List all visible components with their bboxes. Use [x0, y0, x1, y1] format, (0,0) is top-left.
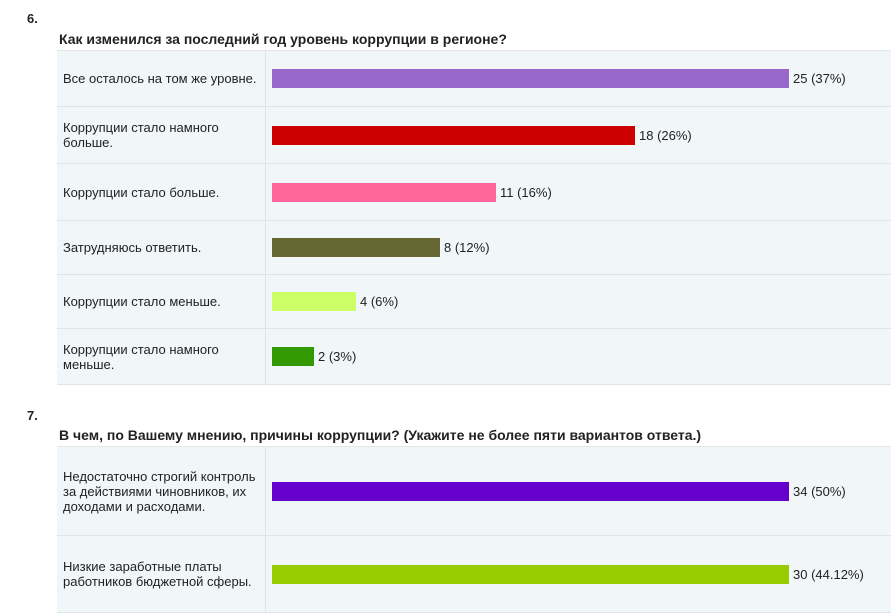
answer-bar-cell: 8 (12%): [266, 221, 891, 274]
answer-row: Коррупции стало больше. 11 (16%): [57, 164, 891, 221]
answer-value-label: 8 (12%): [444, 240, 490, 255]
answer-bar: [272, 347, 314, 366]
answer-label-cell: Коррупции стало больше.: [57, 164, 266, 220]
answer-value-label: 11 (16%): [500, 184, 552, 200]
answer-bar-cell: 30 (44.12%): [266, 536, 891, 612]
answer-label: Все осталось на том же уровне.: [63, 71, 257, 86]
answer-label-cell: Низкие заработные платы работников бюдже…: [57, 536, 266, 612]
answer-label: Затрудняюсь ответить.: [63, 240, 202, 255]
answer-row: Коррупции стало намного больше. 18 (26%): [57, 107, 891, 164]
answer-label-cell: Коррупции стало намного меньше.: [57, 329, 266, 384]
answer-value-label: 4 (6%): [360, 294, 399, 309]
answer-bar-cell: 34 (50%): [266, 447, 891, 535]
question-title: Как изменился за последний год уровень к…: [59, 31, 507, 47]
answer-value-label: 30 (44.12%): [793, 566, 864, 582]
answer-bar: [272, 564, 789, 584]
answer-bar: [272, 238, 440, 257]
answer-label: Коррупции стало намного меньше.: [63, 341, 219, 372]
answer-value-label: 25 (37%): [793, 71, 846, 86]
answer-bar: [272, 69, 789, 88]
answer-label-cell: Коррупции стало меньше.: [57, 275, 266, 328]
answer-row: Коррупции стало намного меньше. 2 (3%): [57, 329, 891, 385]
answer-bar: [272, 292, 356, 311]
question-number: 6.: [27, 11, 38, 26]
answer-label-cell: Все осталось на том же уровне.: [57, 51, 266, 106]
answer-bar-cell: 11 (16%): [266, 164, 891, 220]
question-number: 7.: [27, 408, 38, 423]
answer-bar-cell: 25 (37%): [266, 51, 891, 106]
results-table: Недостаточно строгий контроль за действи…: [57, 446, 891, 613]
answer-label: Коррупции стало меньше.: [63, 294, 221, 309]
answer-label: Коррупции стало намного больше.: [63, 120, 219, 150]
answer-bar-cell: 18 (26%): [266, 107, 891, 163]
answer-label: Недостаточно строгий контроль за действи…: [63, 468, 256, 514]
answer-bar-cell: 4 (6%): [266, 275, 891, 328]
question-title: В чем, по Вашему мнению, причины коррупц…: [59, 427, 702, 443]
answer-bar: [272, 182, 496, 202]
answer-bar: [272, 481, 789, 501]
answer-label-cell: Недостаточно строгий контроль за действи…: [57, 447, 266, 535]
results-table: Все осталось на том же уровне. 25 (37%) Ко…: [57, 50, 891, 385]
answer-value-label: 34 (50%): [793, 483, 846, 499]
answer-label-cell: Коррупции стало намного больше.: [57, 107, 266, 163]
answer-label: Низкие заработные платы работников бюдже…: [63, 559, 252, 589]
answer-bar: [272, 125, 635, 145]
answer-row: Все осталось на том же уровне. 25 (37%): [57, 51, 891, 107]
answer-row: Недостаточно строгий контроль за действи…: [57, 447, 891, 536]
answer-bar-cell: 2 (3%): [266, 329, 891, 384]
answer-row: Затрудняюсь ответить. 8 (12%): [57, 221, 891, 275]
answer-value-label: 2 (3%): [318, 349, 357, 364]
answer-label: Коррупции стало больше.: [63, 184, 220, 200]
answer-value-label: 18 (26%): [639, 127, 692, 143]
answer-label-cell: Затрудняюсь ответить.: [57, 221, 266, 274]
answer-row: Низкие заработные платы работников бюдже…: [57, 536, 891, 613]
answer-row: Коррупции стало меньше. 4 (6%): [57, 275, 891, 329]
